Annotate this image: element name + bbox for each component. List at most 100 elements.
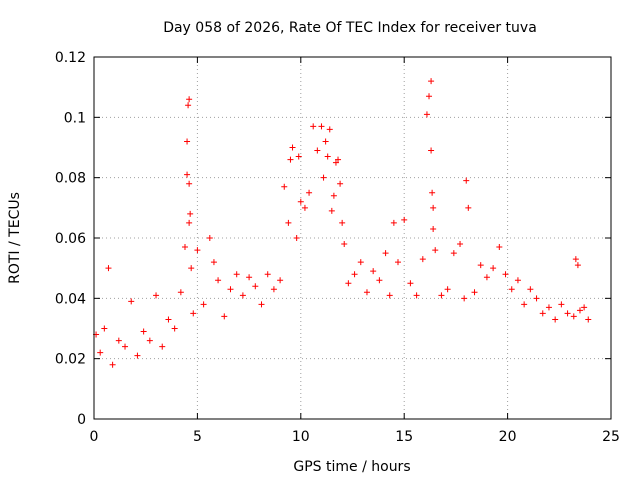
data-point [285,219,292,226]
y-axis-label: ROTI / TECUs [7,192,23,284]
data-point [171,325,178,332]
data-point [186,96,193,103]
data-point [270,286,277,293]
data-point [190,310,197,317]
data-point [483,274,490,281]
data-point [508,286,515,293]
data-point [564,310,571,317]
data-point [159,343,166,350]
data-point [490,265,497,272]
data-point [306,189,313,196]
data-point [318,123,325,130]
data-point [407,280,414,287]
data-point [429,189,436,196]
data-point [351,271,358,278]
data-point [345,280,352,287]
data-point [450,250,457,257]
data-point [277,277,284,284]
data-point [186,180,193,187]
data-point [521,301,528,308]
data-point [574,262,581,269]
data-point [101,325,108,332]
x-tick-label: 15 [395,429,413,445]
data-point [430,225,437,232]
data-point [210,259,217,266]
data-point [293,235,300,241]
data-point [97,349,104,356]
data-point [337,180,344,187]
data-point [332,159,339,166]
data-point [533,295,540,302]
data-point [423,111,430,118]
data-point [576,307,583,314]
data-point [465,204,472,211]
data-point [115,337,122,344]
data-point [438,292,445,299]
data-point [444,286,451,293]
data-point [527,286,534,293]
data-point [227,286,234,293]
data-point [390,219,397,226]
x-tick-label: 20 [499,429,517,445]
data-point [281,183,288,190]
data-point [252,283,259,290]
data-point [128,298,135,305]
data-point [301,204,308,211]
y-tick-label: 0.04 [55,291,86,307]
axis-ticks [93,56,612,420]
data-point [188,265,195,272]
data-point [105,265,112,272]
data-point [109,361,116,368]
x-axis-label: GPS time / hours [293,459,410,475]
x-tick-label: 5 [193,429,202,445]
data-points [93,78,592,368]
data-point [558,301,565,308]
data-point [328,207,335,214]
y-tick-label: 0.02 [55,352,86,368]
data-point [419,256,426,263]
data-point [581,304,588,311]
y-tick-label: 0.06 [55,231,86,247]
data-point [258,301,265,308]
data-point [430,204,437,211]
data-point [386,292,393,299]
data-point [320,174,327,181]
data-point [233,271,240,278]
data-point [287,156,294,163]
data-point [146,337,153,344]
data-point [181,244,188,251]
data-point [295,153,302,160]
data-point [363,289,370,296]
data-point [330,192,337,199]
data-point [140,328,147,335]
data-point [322,138,329,145]
data-point [463,177,470,184]
data-point [552,316,559,323]
data-point [184,138,191,145]
data-point [339,219,346,226]
data-point [502,271,509,278]
data-point [477,262,484,269]
data-point [206,235,213,241]
data-point [314,147,321,154]
data-point [585,316,592,323]
data-point [165,316,172,323]
data-point [357,259,364,266]
plot-frame [93,56,612,420]
data-point [177,289,184,296]
data-point [394,259,401,266]
data-point [457,241,464,248]
data-point [239,292,246,299]
data-point [297,198,304,205]
data-point [326,126,333,133]
data-point [426,93,433,100]
data-point [187,210,194,217]
data-point [221,313,228,320]
data-point [153,292,160,299]
y-tick-label: 0.08 [55,171,86,187]
data-point [264,271,271,278]
data-point [341,241,348,248]
data-point [184,171,191,178]
data-point [432,247,439,254]
x-tick-label: 25 [602,429,620,445]
